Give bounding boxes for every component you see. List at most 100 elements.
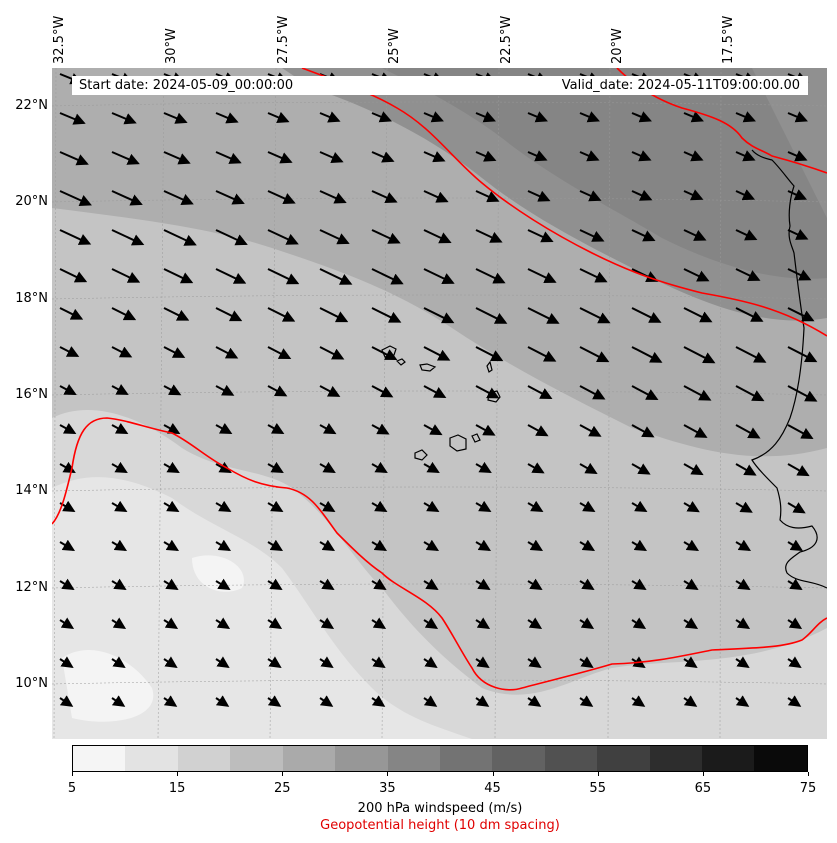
colorbar-segment (754, 746, 807, 771)
wind-arrow (787, 189, 808, 201)
wind-arrow (683, 189, 704, 201)
wind-arrow (111, 656, 126, 668)
lon-label-17.5W: 17.5°W (721, 15, 736, 64)
colorbar-tick-label: 65 (694, 781, 712, 796)
wind-arrow (735, 463, 757, 476)
lon-label-30W: 30°W (164, 28, 179, 64)
wind-arrow (319, 190, 347, 204)
cape-verde-islands (381, 345, 501, 461)
wind-arrow (111, 578, 127, 591)
wind-arrow (475, 578, 491, 591)
lat-label-12N: 12°N (15, 580, 48, 595)
wind-arrow (371, 617, 387, 629)
colorbar-tick-label: 25 (274, 781, 291, 796)
wind-arrow (371, 307, 402, 323)
wind-arrow (527, 656, 542, 668)
wind-arrow (683, 150, 704, 162)
colorbar-tick-mark (808, 772, 809, 776)
wind-arrow (787, 229, 809, 240)
wind-arrow (735, 189, 756, 201)
wind-arrow (267, 151, 293, 164)
wind-arrow (371, 111, 392, 123)
wind-arrow (475, 617, 491, 629)
wind-arrow (163, 346, 186, 358)
wind-arrow (683, 617, 699, 629)
wind-arrow (371, 229, 401, 244)
wind-arrow (319, 656, 334, 668)
wind-arrow (371, 151, 395, 163)
wind-arrow (111, 190, 143, 206)
wind-arrow (111, 422, 129, 434)
wind-arrow (163, 656, 178, 668)
wind-arrow (267, 422, 285, 434)
wind-arrow (475, 307, 508, 324)
wind-arrow (371, 695, 386, 707)
start-date-label: Start date: 2024-05-09_00:00:00 (79, 78, 294, 93)
wind-arrow (683, 229, 707, 241)
colorbar-segment (335, 746, 388, 771)
wind-arrow (59, 422, 77, 434)
wind-arrow (319, 695, 334, 707)
wind-arrow (59, 384, 77, 395)
colorbar-segment (702, 746, 755, 771)
wind-arrow (423, 111, 444, 123)
wind-arrow (163, 617, 179, 629)
wind-arrow (735, 695, 750, 707)
wind-arrow (527, 539, 544, 552)
wind-arrow (163, 422, 181, 434)
wind-arrow (475, 385, 500, 399)
wind-arrow (371, 385, 394, 398)
wind-arrow (371, 268, 404, 285)
wind-arrow (111, 307, 137, 321)
geopotential-contour-north (301, 68, 827, 337)
wind-arrow (787, 502, 806, 514)
colorbar-tick-label: 55 (589, 781, 606, 796)
wind-arrow (215, 422, 233, 434)
lon-label-20W: 20°W (610, 28, 625, 64)
west-africa-coastline (751, 149, 827, 589)
lat-label-14N: 14°N (15, 483, 48, 498)
windspeed-colorbar (72, 745, 808, 772)
wind-arrow (787, 268, 812, 281)
wind-arrow (735, 150, 756, 162)
wind-arrow (787, 307, 815, 322)
wind-arrow (787, 695, 802, 707)
wind-arrow (59, 539, 76, 552)
colorbar-segment (177, 746, 231, 771)
wind-arrow (111, 539, 128, 552)
wind-arrow (735, 268, 761, 281)
wind-arrow (371, 461, 388, 473)
lon-label-27.5W: 27.5°W (276, 15, 291, 64)
wind-arrow (735, 385, 765, 402)
wind-arrow (267, 346, 292, 360)
wind-arrow (111, 617, 127, 629)
wind-arrow (787, 424, 814, 439)
wind-arrow (631, 578, 647, 591)
wind-arrow (735, 307, 764, 322)
wind-arrow (267, 111, 290, 123)
wind-arrow (475, 461, 492, 473)
colorbar-segment (387, 746, 440, 771)
wind-arrow (527, 346, 557, 362)
wind-arrow (787, 463, 810, 477)
wind-arrow (683, 346, 716, 364)
wind-arrow (59, 307, 84, 320)
wind-arrow (683, 656, 698, 668)
wind-arrow (735, 578, 751, 591)
wind-arrow (475, 111, 496, 123)
colorbar-tick-label: 75 (799, 781, 817, 796)
colorbar-segment (230, 746, 283, 771)
wind-arrow (423, 229, 452, 244)
wind-arrow (423, 500, 440, 513)
wind-arrow (267, 307, 296, 322)
wind-arrow (163, 112, 188, 124)
valid-date-label: Valid_date: 2024-05-11T09:00:00.00 (561, 78, 800, 93)
colorbar-tick-mark (282, 772, 284, 776)
wind-arrow (683, 539, 700, 552)
wind-arrow (735, 501, 753, 513)
wind-arrow (787, 385, 818, 402)
wind-arrow (215, 695, 230, 707)
wind-arrow (631, 111, 652, 123)
wind-arrow (371, 190, 398, 204)
wind-arrow (631, 539, 648, 552)
